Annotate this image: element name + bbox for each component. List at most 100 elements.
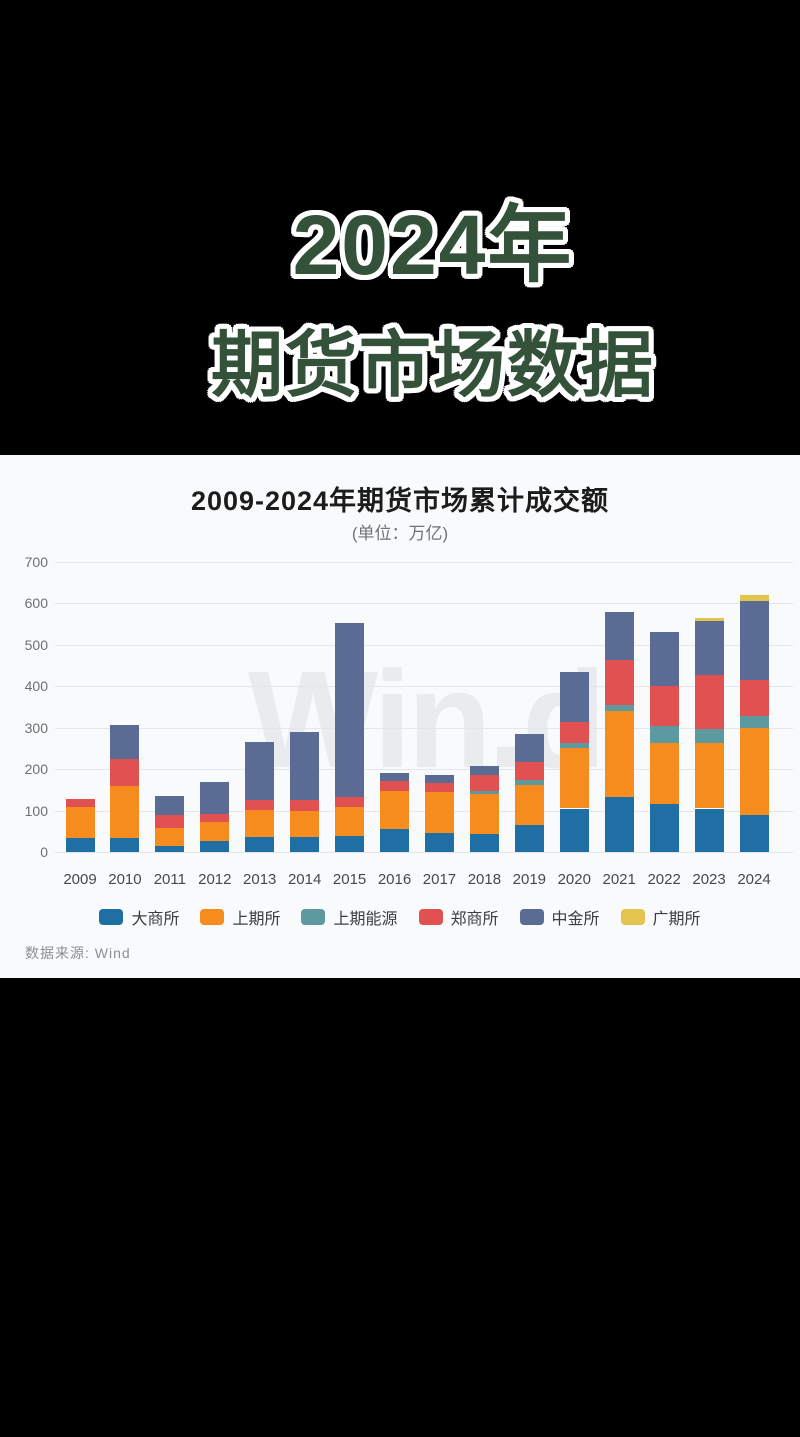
bar-2016 bbox=[380, 455, 410, 852]
legend-label: 中金所 bbox=[551, 911, 600, 928]
bar-segment-2010-中金所 bbox=[110, 725, 140, 760]
bar-segment-2019-郑商所 bbox=[514, 762, 544, 780]
bar-2015 bbox=[335, 455, 365, 852]
x-tick-label-2010: 2010 bbox=[108, 871, 142, 888]
bar-segment-2019-上期能源 bbox=[514, 779, 544, 785]
legend-item-上期所: 上期所 bbox=[200, 905, 280, 929]
grid-line-100 bbox=[55, 810, 793, 812]
bar-segment-2024-大商所 bbox=[739, 815, 769, 852]
bar-2017 bbox=[424, 455, 454, 852]
bar-segment-2024-中金所 bbox=[739, 600, 769, 681]
legend-item-上期能源: 上期能源 bbox=[301, 905, 398, 929]
bar-segment-2012-中金所 bbox=[200, 782, 230, 815]
x-tick-label-2023: 2023 bbox=[692, 871, 726, 888]
bar-segment-2011-大商所 bbox=[155, 846, 185, 852]
bar-segment-2018-中金所 bbox=[469, 765, 499, 775]
bar-segment-2019-上期所 bbox=[514, 784, 544, 826]
bar-2012 bbox=[200, 455, 230, 852]
bar-2021 bbox=[604, 455, 634, 852]
bar-segment-2016-大商所 bbox=[380, 829, 410, 852]
y-tick-label-600: 600 bbox=[24, 595, 48, 612]
bar-segment-2018-上期能源 bbox=[469, 790, 499, 795]
bar-segment-2021-上期能源 bbox=[604, 704, 634, 712]
bar-segment-2013-中金所 bbox=[245, 741, 275, 800]
legend-label: 大商所 bbox=[131, 911, 180, 928]
legend-label: 郑商所 bbox=[450, 911, 499, 928]
bar-segment-2020-大商所 bbox=[559, 808, 589, 852]
bar-segment-2021-郑商所 bbox=[604, 660, 634, 705]
bar-2020 bbox=[559, 455, 589, 852]
bar-2010 bbox=[110, 455, 140, 852]
bar-segment-2020-中金所 bbox=[559, 672, 589, 722]
x-tick-label-2013: 2013 bbox=[243, 871, 277, 888]
bar-segment-2017-郑商所 bbox=[424, 782, 454, 792]
bar-segment-2023-大商所 bbox=[694, 808, 724, 852]
bar-segment-2023-上期能源 bbox=[694, 728, 724, 744]
bar-segment-2014-郑商所 bbox=[290, 799, 320, 811]
grid-line-400 bbox=[55, 686, 793, 688]
y-tick-label-200: 200 bbox=[24, 761, 48, 778]
y-tick-label-700: 700 bbox=[24, 554, 48, 570]
y-tick-label-100: 100 bbox=[24, 802, 48, 819]
x-tick-label-2020: 2020 bbox=[557, 871, 591, 888]
bar-segment-2011-中金所 bbox=[155, 796, 185, 816]
bar-segment-2020-郑商所 bbox=[559, 721, 589, 744]
legend-item-广期所: 广期所 bbox=[620, 905, 701, 929]
bar-segment-2024-郑商所 bbox=[739, 680, 769, 717]
bar-segment-2010-大商所 bbox=[110, 838, 140, 852]
x-tick-label-2017: 2017 bbox=[422, 871, 457, 888]
bar-segment-2019-中金所 bbox=[514, 734, 544, 763]
bar-2011 bbox=[155, 455, 185, 852]
bar-segment-2014-中金所 bbox=[290, 731, 320, 800]
chart-panel: 2009-2024年期货市场累计成交额 (单位：万亿) Win.d 0 100 20… bbox=[0, 455, 800, 978]
bar-segment-2015-上期所 bbox=[335, 806, 365, 836]
legend-swatch-icon bbox=[99, 909, 124, 925]
bar-segment-2016-郑商所 bbox=[380, 780, 410, 791]
bar-segment-2024-广期所 bbox=[739, 595, 769, 601]
bar-segment-2014-大商所 bbox=[290, 837, 320, 852]
grid-line-500 bbox=[55, 644, 793, 646]
grid-line-0 bbox=[55, 852, 793, 853]
bar-segment-2014-上期所 bbox=[290, 810, 320, 838]
bar-segment-2013-郑商所 bbox=[245, 799, 275, 810]
y-tick-label-500: 500 bbox=[24, 636, 48, 653]
bar-segment-2022-郑商所 bbox=[649, 686, 679, 726]
chart-subtitle: (单位：万亿) bbox=[351, 524, 449, 543]
bar-segment-2011-郑商所 bbox=[155, 815, 185, 828]
bar-2022 bbox=[649, 455, 679, 852]
bar-segment-2021-上期所 bbox=[604, 711, 634, 797]
legend-swatch-icon bbox=[620, 909, 645, 925]
plot-area: 0 100 200 300 400 500 600 700 2009 2010 2011 2012 20… bbox=[0, 455, 800, 978]
bar-segment-2013-大商所 bbox=[245, 837, 275, 852]
bar-2018 bbox=[469, 455, 499, 852]
chart-title: 2009-2024年期货市场累计成交额 bbox=[190, 486, 610, 516]
bar-2019 bbox=[514, 455, 544, 852]
x-tick-label-2019: 2019 bbox=[512, 871, 547, 888]
legend-label: 上期能源 bbox=[333, 911, 398, 928]
bar-segment-2019-大商所 bbox=[514, 825, 544, 852]
bar-segment-2023-中金所 bbox=[694, 620, 724, 676]
bar-2013 bbox=[245, 455, 275, 852]
y-tick-label-400: 400 bbox=[24, 678, 48, 695]
chart-legend: 大商所 上期所 上期能源 郑商所 中金所 广期所 bbox=[0, 905, 800, 929]
bar-segment-2016-上期所 bbox=[380, 790, 410, 830]
x-tick-label-2009: 2009 bbox=[63, 871, 97, 888]
legend-label: 上期所 bbox=[232, 911, 281, 928]
legend-swatch-icon bbox=[301, 909, 326, 925]
bar-segment-2022-上期所 bbox=[649, 742, 679, 804]
bar-segment-2009-郑商所 bbox=[65, 798, 95, 808]
bar-2023 bbox=[694, 455, 724, 852]
legend-item-中金所: 中金所 bbox=[519, 905, 600, 929]
bar-segment-2021-中金所 bbox=[604, 612, 634, 661]
legend-swatch-icon bbox=[519, 909, 544, 925]
x-tick-label-2011: 2011 bbox=[153, 871, 186, 888]
hero-title-year: 2024年 bbox=[292, 198, 574, 292]
bar-segment-2012-上期所 bbox=[200, 822, 230, 841]
bar-segment-2015-郑商所 bbox=[335, 796, 365, 807]
legend-label: 广期所 bbox=[652, 911, 701, 928]
bar-segment-2012-郑商所 bbox=[200, 814, 230, 823]
bar-segment-2017-中金所 bbox=[424, 775, 454, 783]
bar-segment-2024-上期能源 bbox=[739, 716, 769, 729]
bar-segment-2020-上期所 bbox=[559, 748, 589, 809]
